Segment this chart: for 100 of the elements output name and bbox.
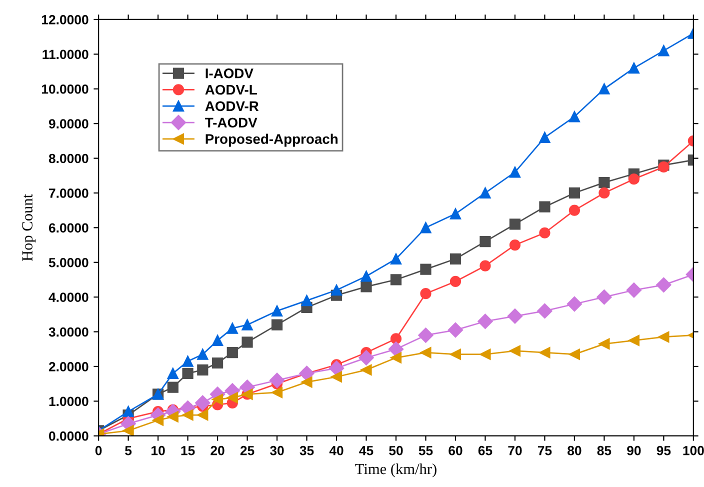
point [390,352,402,364]
point [390,253,402,264]
legend-label: AODV-R [205,101,259,112]
x-tick-label: 45 [359,446,374,456]
legend-label: Proposed-Approach [206,134,338,147]
point [539,347,550,358]
point [212,394,224,405]
y-tick-label: 3.0000 [48,327,88,337]
point [360,364,372,376]
point [242,319,253,330]
y-axis-title: Hop Count [22,194,36,261]
y-tick-label: 5.0000 [48,258,88,268]
y-tick-label: 0.0000 [49,431,88,441]
y-tick-label: 6.0000 [48,223,88,233]
point [509,345,521,356]
legend-label: T-AODV [205,118,258,128]
point [539,132,550,144]
x-axis-title: Time (km/hr) [355,463,436,478]
point [480,348,491,360]
point [509,166,521,178]
point [122,425,134,436]
point [418,328,434,343]
point [628,62,640,74]
x-tick-label: 70 [508,446,522,456]
y-tick-label: 9.0000 [48,119,88,128]
point [480,187,491,199]
point [182,409,194,421]
point [539,201,550,212]
point [182,368,194,379]
point [598,187,610,199]
x-tick-label: 5 [125,446,132,456]
point [271,305,283,317]
point [226,322,238,334]
point [626,282,642,298]
x-tick-label: 15 [181,446,195,456]
point [197,409,208,421]
point [450,348,462,360]
point [656,277,672,292]
point [226,392,238,404]
point [226,347,238,358]
x-tick-label: 20 [210,446,224,456]
point [539,227,550,238]
y-tick-label: 1.0000 [49,396,88,406]
point [509,239,521,251]
point [242,336,253,348]
point [388,342,404,357]
point [450,253,462,264]
point [212,357,224,369]
y-tick-label: 2.0000 [48,362,88,372]
point [537,303,552,319]
point [568,187,580,199]
x-tick-label: 100 [683,446,704,456]
point [509,218,521,230]
point [568,348,580,360]
y-tick-label: 4.0000 [48,292,88,302]
point [598,338,610,350]
point [167,368,178,379]
x-tick-label: 95 [656,446,671,456]
y-tick-label: 11.0000 [42,50,88,60]
point [628,174,640,185]
point [167,382,178,393]
x-tick-label: 55 [418,446,433,456]
point [328,360,344,376]
point [301,376,312,388]
point [568,111,580,122]
point [212,334,224,346]
y-tick-label: 7.0000 [49,188,88,198]
point [271,386,283,398]
x-tick-label: 50 [389,446,403,456]
point [658,45,670,56]
point [566,296,582,312]
legend-label: AODV-L [205,84,257,95]
point [390,333,402,344]
point [448,322,464,338]
point [301,294,312,306]
point [420,222,432,234]
x-tick-label: 30 [270,446,284,456]
x-tick-label: 80 [568,446,582,456]
x-tick-label: 65 [478,446,492,456]
point [480,236,491,248]
point [360,281,372,292]
point [598,177,610,188]
x-tick-label: 75 [538,446,552,456]
point [390,274,402,286]
x-tick-label: 35 [300,446,314,456]
x-tick-label: 25 [240,446,254,456]
point [167,411,178,422]
point [568,204,580,216]
point [330,371,342,382]
y-tick-label: 10.0000 [42,84,88,94]
point [420,264,432,275]
point [420,288,432,300]
x-tick-label: 40 [329,446,344,456]
point [152,414,164,426]
y-tick-label: 8.0000 [48,154,88,164]
point [358,350,374,366]
x-tick-label: 0 [95,446,102,456]
point [122,406,134,418]
point [197,364,208,376]
x-tick-label: 85 [597,446,612,456]
